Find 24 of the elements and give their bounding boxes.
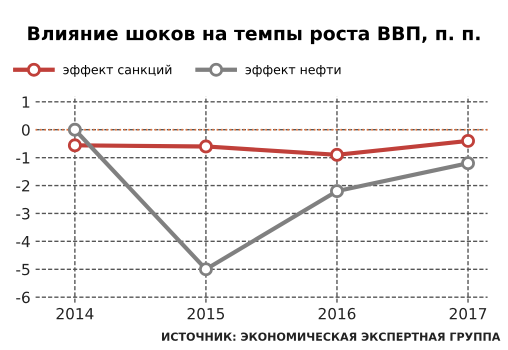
y-tick-label: -4	[16, 236, 30, 248]
point	[198, 140, 213, 154]
legend-label: эффект санкций	[63, 64, 172, 77]
text: ИСТОЧНИК: ЭКОНОМИЧЕСКАЯ ЭКСПЕРТНАЯ ГРУППА	[162, 332, 500, 341]
y-tick-label: -1	[16, 152, 30, 164]
point	[68, 122, 82, 137]
point	[461, 134, 475, 148]
y-tick-label: -6	[16, 292, 30, 304]
point	[68, 138, 82, 152]
x-tick-label: 2015	[188, 308, 224, 320]
x-tick-label: 2016	[318, 308, 356, 320]
y-tick-label: -3	[16, 208, 30, 220]
y-tick-label: -5	[16, 264, 30, 276]
y-tick-label: -2	[16, 180, 30, 192]
point	[461, 156, 475, 170]
chart-title: Влияние шоков на темпы роста ВВП, п. п.	[28, 26, 480, 44]
legend-label: эффект нефти	[246, 65, 340, 77]
x-tick-label: 2017	[450, 308, 486, 320]
point	[198, 262, 213, 276]
x-tick-label: 2014	[56, 308, 94, 320]
point	[330, 184, 344, 198]
y-tick-label: 0	[22, 124, 30, 136]
point	[330, 148, 344, 162]
y-tick-label: 1	[22, 96, 30, 108]
